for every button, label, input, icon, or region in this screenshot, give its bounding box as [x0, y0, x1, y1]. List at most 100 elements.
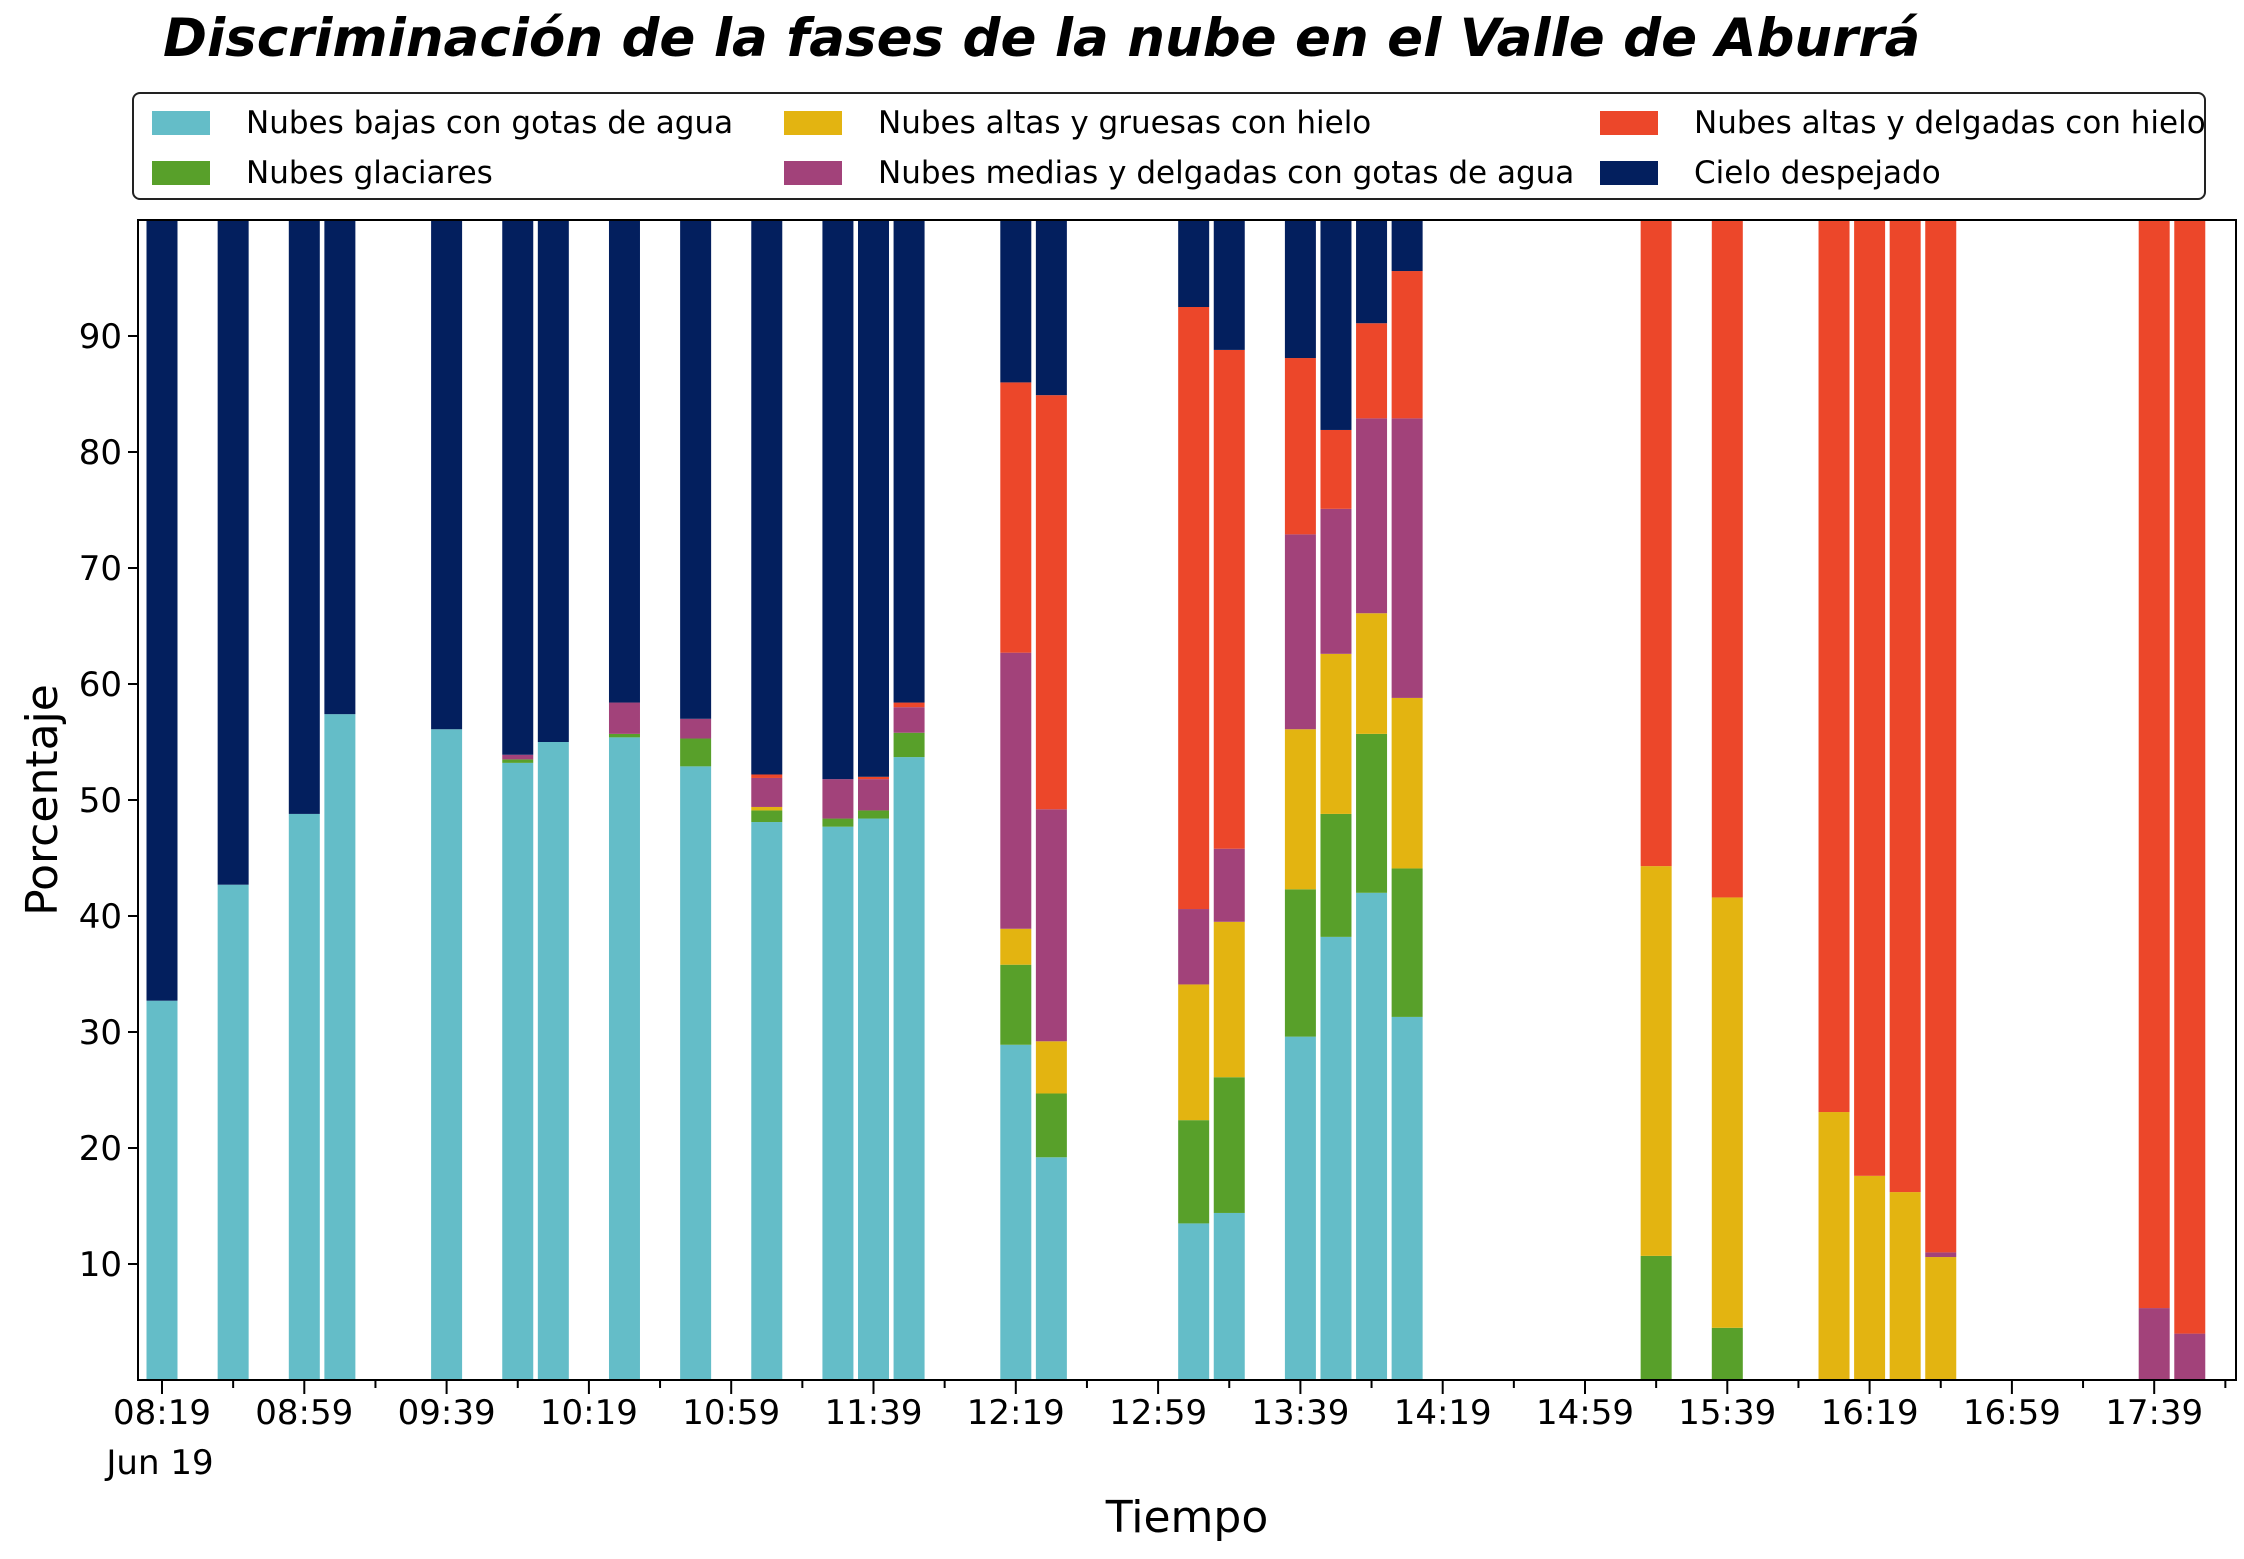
legend-item: Nubes medias y delgadas con gotas de agu… — [784, 151, 1574, 195]
bar-segment — [1356, 733, 1388, 893]
bar-segment — [893, 732, 925, 758]
y-tick-label: 70 — [79, 549, 122, 589]
bar-segment — [2174, 1333, 2206, 1380]
bar-segment — [1178, 307, 1210, 910]
legend-swatch — [1600, 161, 1658, 185]
legend-item: Nubes altas y gruesas con hielo — [784, 101, 1371, 145]
bar-segment — [1284, 889, 1316, 1037]
bar-segment — [1925, 1252, 1957, 1258]
bar-segment — [1178, 1223, 1210, 1380]
bar-segment — [893, 757, 925, 1380]
bar-segment — [1391, 418, 1423, 698]
bar-segment — [858, 779, 889, 811]
bar-segment — [1213, 1212, 1245, 1380]
bar-segment — [288, 220, 320, 814]
legend: Nubes bajas con gotas de agua Nubes glac… — [132, 92, 2206, 200]
bar-segment — [893, 702, 925, 708]
bar-segment — [822, 220, 854, 780]
bar-segment — [1818, 1112, 1850, 1380]
bar-segment — [1035, 1041, 1067, 1094]
bar-segment — [751, 774, 783, 778]
bar-segment — [1320, 813, 1352, 937]
legend-label: Nubes glaciares — [246, 155, 493, 191]
legend-item: Nubes altas y delgadas con hielo — [1600, 101, 2206, 145]
bar-segment — [822, 818, 854, 827]
chart-title: Discriminación de la fases de la nube en… — [163, 8, 1921, 69]
x-axis-title: Tiempo — [1105, 1492, 1269, 1543]
bar-segment — [1000, 1044, 1032, 1380]
y-axis-title: Porcentaje — [17, 684, 68, 916]
bar-segment — [680, 718, 712, 739]
bar-segment — [1925, 1257, 1957, 1380]
legend-item: Cielo despejado — [1600, 151, 1941, 195]
bar-segment — [288, 813, 320, 1380]
y-tick-label: 80 — [79, 433, 122, 473]
bar-segment — [1640, 220, 1672, 867]
x-tick-label: 10:59 — [682, 1393, 780, 1433]
bar-segment — [537, 220, 569, 742]
bar-segment — [1178, 220, 1210, 307]
bar-segment — [431, 220, 463, 730]
bar-segment — [751, 220, 783, 775]
bar-segment — [1356, 323, 1388, 419]
bar-segment — [537, 742, 569, 1380]
bar-segment — [1213, 1077, 1245, 1213]
x-tick-label: 08:19 — [113, 1393, 211, 1433]
bar-segment — [608, 702, 640, 734]
bar-segment — [680, 766, 712, 1380]
bar-segment — [1391, 220, 1423, 272]
bar-segment — [1035, 220, 1067, 396]
y-axis: 10 20 30 40 50 60 70 80 90 — [79, 317, 138, 1285]
bar-segment — [217, 220, 249, 885]
y-tick-label: 60 — [79, 665, 122, 705]
x-tick-label: 11:39 — [825, 1393, 923, 1433]
bar-segment — [502, 754, 534, 760]
bar-segment — [1213, 220, 1245, 350]
bar-segment — [1035, 1157, 1067, 1380]
bar-segment — [1284, 534, 1316, 730]
bar-segment — [146, 1000, 178, 1380]
bar-segment — [1356, 613, 1388, 734]
bar-segment — [1284, 729, 1316, 890]
bar-segment — [751, 806, 783, 811]
legend-item: Nubes glaciares — [152, 151, 493, 195]
legend-swatch — [784, 111, 842, 135]
bar-segment — [1320, 220, 1352, 430]
x-tick-label: 13:39 — [1251, 1393, 1349, 1433]
legend-swatch — [784, 161, 842, 185]
legend-swatch — [152, 111, 210, 135]
bar-segment — [680, 738, 712, 767]
bar-segment — [2138, 220, 2170, 1309]
bar-segment — [217, 884, 249, 1380]
legend-label: Nubes bajas con gotas de agua — [246, 105, 734, 141]
bar-segment — [751, 822, 783, 1380]
x-tick-label: 10:19 — [540, 1393, 638, 1433]
bar-segment — [1035, 1093, 1067, 1158]
bar-segment — [2174, 220, 2206, 1334]
bar-segment — [1320, 653, 1352, 814]
bar-segment — [608, 733, 640, 738]
bar-segment — [1284, 1036, 1316, 1380]
x-tick-label: 17:39 — [2105, 1393, 2203, 1433]
bar-segment — [893, 707, 925, 733]
x-tick-label: 16:59 — [1963, 1393, 2061, 1433]
bar-segment — [1711, 1327, 1743, 1380]
legend-label: Nubes altas y gruesas con hielo — [878, 105, 1372, 141]
legend-swatch — [152, 161, 210, 185]
bar-segment — [324, 714, 356, 1380]
bar-segment — [751, 810, 783, 823]
bar-segment — [1284, 220, 1316, 359]
y-tick-label: 50 — [79, 781, 122, 821]
x-tick-label: 14:59 — [1536, 1393, 1634, 1433]
bar-segment — [1818, 220, 1850, 1113]
bar-segment — [1391, 1016, 1423, 1380]
bar-segment — [1889, 220, 1921, 1193]
bar-segment — [1284, 358, 1316, 535]
bar-segment — [1640, 1255, 1672, 1380]
y-tick-label: 10 — [79, 1245, 122, 1285]
bar-segment — [1711, 220, 1743, 898]
bar-segment — [1356, 220, 1388, 324]
bar-segment — [146, 220, 178, 1001]
bar-segment — [822, 779, 854, 819]
